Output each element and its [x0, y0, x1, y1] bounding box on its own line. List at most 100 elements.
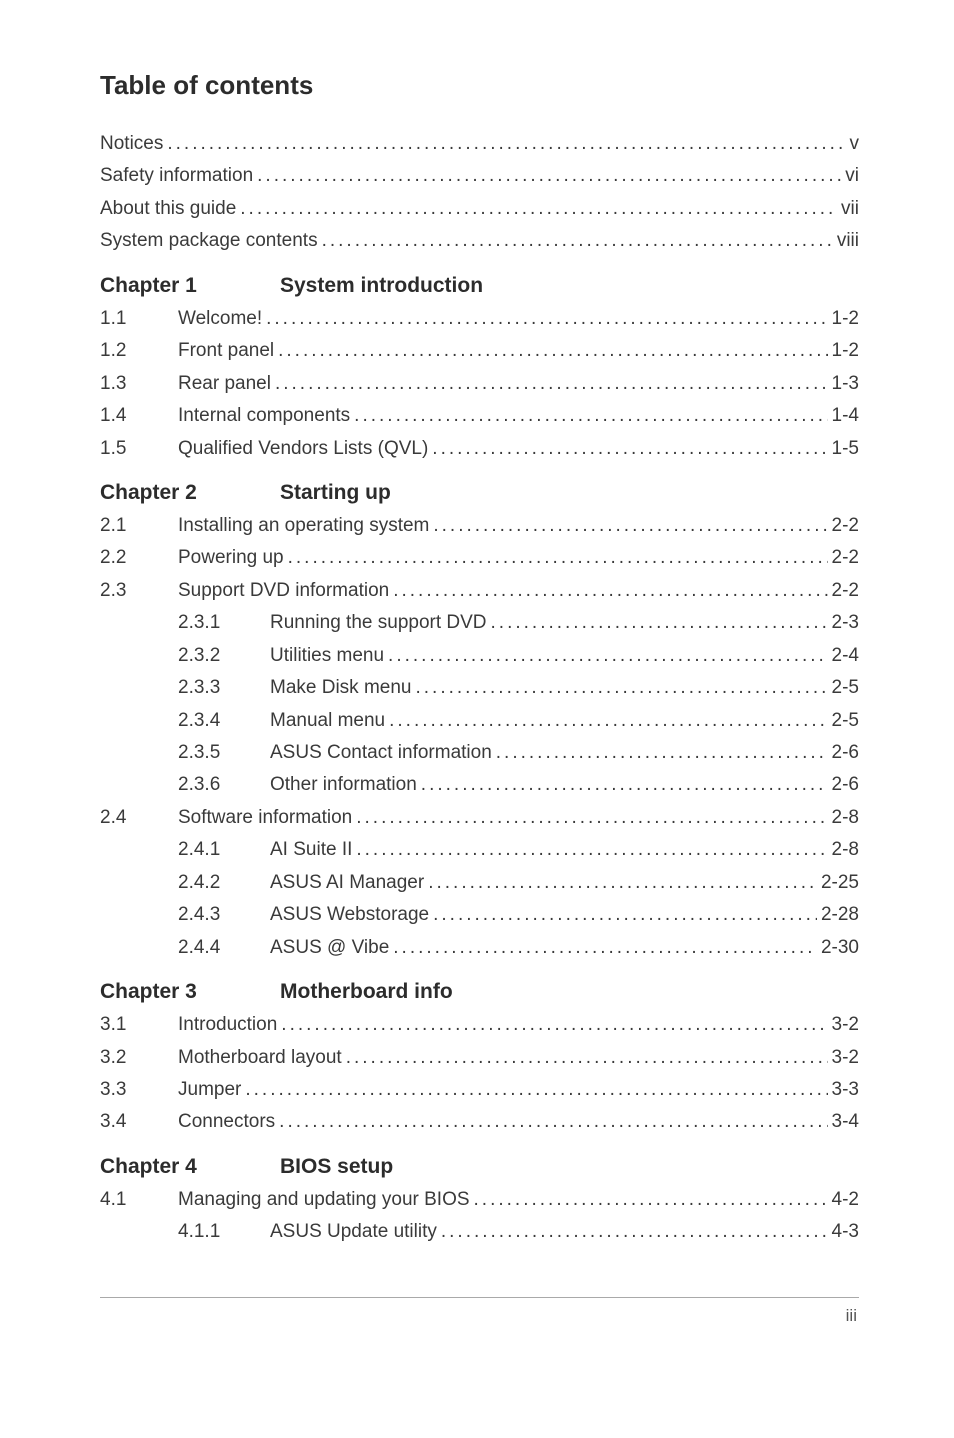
toc-page: 2-4 — [828, 641, 859, 670]
toc-row: 3.3 Jumper 3-3 — [100, 1075, 859, 1104]
chapter-number: Chapter 3 — [100, 980, 280, 1004]
toc-num: 3.4 — [100, 1107, 178, 1136]
leader-dots — [437, 1217, 828, 1246]
toc-row: 3.4 Connectors 3-4 — [100, 1107, 859, 1136]
toc-label: Managing and updating your BIOS — [178, 1185, 470, 1214]
toc-page: viii — [833, 226, 859, 255]
toc-num: 4.1 — [100, 1185, 178, 1214]
toc-page: 2-30 — [817, 933, 859, 962]
toc-page: 2-25 — [817, 868, 859, 897]
chapter-title: Motherboard info — [280, 980, 453, 1004]
leader-dots — [253, 161, 841, 190]
toc-num: 2.2 — [100, 543, 178, 572]
toc-row: 1.1 Welcome! 1-2 — [100, 304, 859, 333]
leader-dots — [429, 900, 817, 929]
toc-num: 2.3 — [100, 576, 178, 605]
toc-subnum: 2.3.6 — [178, 770, 270, 799]
toc-page: 1-4 — [828, 401, 859, 430]
footer-rule — [100, 1297, 859, 1298]
toc-label: ASUS AI Manager — [270, 868, 424, 897]
toc-page: 3-3 — [828, 1075, 859, 1104]
toc-subnum: 2.4.2 — [178, 868, 270, 897]
toc-label: Running the support DVD — [270, 608, 487, 637]
toc-num: 3.2 — [100, 1043, 178, 1072]
leader-dots — [389, 576, 827, 605]
leader-dots — [384, 641, 827, 670]
toc-label: Internal components — [178, 401, 350, 430]
chapter-title: System introduction — [280, 274, 483, 298]
toc-row: 2.3.2 Utilities menu 2-4 — [100, 641, 859, 670]
toc-row: 2.4.4 ASUS @ Vibe 2-30 — [100, 933, 859, 962]
leader-dots — [389, 933, 817, 962]
toc-row: 2.3 Support DVD information 2-2 — [100, 576, 859, 605]
leader-dots — [277, 1010, 827, 1039]
toc-label: Motherboard layout — [178, 1043, 342, 1072]
chapter-heading: Chapter 1 System introduction — [100, 274, 859, 298]
leader-dots — [275, 1107, 827, 1136]
toc-page: 1-2 — [828, 336, 859, 365]
chapter-title: Starting up — [280, 481, 391, 505]
toc-label: About this guide — [100, 194, 236, 223]
toc-page: 2-8 — [828, 835, 859, 864]
toc-label: ASUS Update utility — [270, 1217, 437, 1246]
toc-row: 2.3.1 Running the support DVD 2-3 — [100, 608, 859, 637]
toc-page: 2-28 — [817, 900, 859, 929]
leader-dots — [424, 868, 817, 897]
page-title: Table of contents — [100, 70, 859, 101]
toc-page: 2-8 — [828, 803, 859, 832]
toc-row: 2.3.4 Manual menu 2-5 — [100, 706, 859, 735]
toc-page: 2-5 — [828, 673, 859, 702]
toc-num: 3.1 — [100, 1010, 178, 1039]
toc-label: AI Suite II — [270, 835, 352, 864]
toc-row: 2.4 Software information 2-8 — [100, 803, 859, 832]
toc-label: Qualified Vendors Lists (QVL) — [178, 434, 428, 463]
toc-label: Introduction — [178, 1010, 277, 1039]
toc-label: ASUS @ Vibe — [270, 933, 389, 962]
toc-row: 2.3.3 Make Disk menu 2-5 — [100, 673, 859, 702]
toc-label: Make Disk menu — [270, 673, 412, 702]
toc-num: 1.2 — [100, 336, 178, 365]
toc-subnum: 2.4.4 — [178, 933, 270, 962]
page-number: iii — [100, 1306, 859, 1326]
toc-num: 1.5 — [100, 434, 178, 463]
leader-dots — [412, 673, 828, 702]
toc-row: 2.4.2 ASUS AI Manager 2-25 — [100, 868, 859, 897]
toc-subnum: 2.4.3 — [178, 900, 270, 929]
leader-dots — [284, 543, 828, 572]
toc-subnum: 2.3.2 — [178, 641, 270, 670]
leader-dots — [352, 803, 827, 832]
toc-row: About this guide vii — [100, 194, 859, 223]
toc-num: 1.3 — [100, 369, 178, 398]
toc-label: Software information — [178, 803, 352, 832]
toc-label: Support DVD information — [178, 576, 389, 605]
front-matter: Notices v Safety information vi About th… — [100, 129, 859, 256]
toc-label: Front panel — [178, 336, 274, 365]
toc-row: 1.4 Internal components 1-4 — [100, 401, 859, 430]
toc-label: Utilities menu — [270, 641, 384, 670]
leader-dots — [428, 434, 827, 463]
toc-page: 1-3 — [828, 369, 859, 398]
toc-label: ASUS Webstorage — [270, 900, 429, 929]
toc-label: Powering up — [178, 543, 284, 572]
toc-num: 2.1 — [100, 511, 178, 540]
leader-dots — [271, 369, 828, 398]
toc-subnum: 2.3.4 — [178, 706, 270, 735]
leader-dots — [352, 835, 827, 864]
chapter-title: BIOS setup — [280, 1155, 393, 1179]
leader-dots — [262, 304, 827, 333]
leader-dots — [417, 770, 828, 799]
chapter-number: Chapter 4 — [100, 1155, 280, 1179]
page: Table of contents Notices v Safety infor… — [0, 0, 954, 1438]
toc-subnum: 2.3.3 — [178, 673, 270, 702]
toc-page: 1-2 — [828, 304, 859, 333]
toc-label: ASUS Contact information — [270, 738, 492, 767]
toc-page: 2-6 — [828, 770, 859, 799]
toc-row: 3.2 Motherboard layout 3-2 — [100, 1043, 859, 1072]
toc-label: Rear panel — [178, 369, 271, 398]
leader-dots — [318, 226, 833, 255]
toc-row: 2.3.5 ASUS Contact information 2-6 — [100, 738, 859, 767]
toc-label: System package contents — [100, 226, 318, 255]
toc-page: vi — [841, 161, 859, 190]
toc-page: vii — [837, 194, 859, 223]
toc-page: 2-6 — [828, 738, 859, 767]
